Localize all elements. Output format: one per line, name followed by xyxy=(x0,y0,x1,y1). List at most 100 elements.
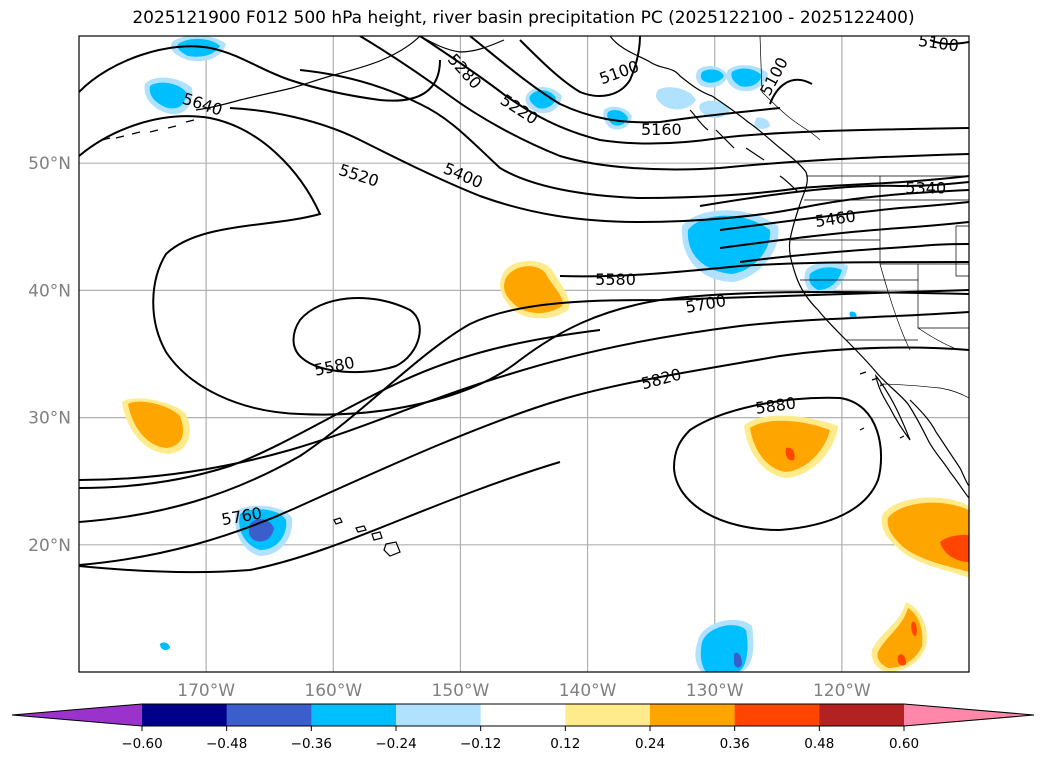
lat-tick-label: 50°N xyxy=(28,154,71,174)
colorbar-tick-label: −0.60 xyxy=(121,736,162,752)
precip-patch xyxy=(897,654,906,666)
colorbar-extend-high xyxy=(904,704,1034,726)
contour-label: 5100 xyxy=(917,31,960,55)
state-border xyxy=(955,225,969,277)
mexico-interior-coast xyxy=(909,399,969,487)
contour-5100-east xyxy=(769,78,813,105)
contour-5160 xyxy=(469,36,781,124)
precipitation-shading xyxy=(122,36,969,672)
contour-label: 5160 xyxy=(641,120,682,139)
lon-tick-label: 150°W xyxy=(432,681,490,701)
lat-tick-label: 40°N xyxy=(28,281,71,301)
colorbar-tick-label: −0.48 xyxy=(206,736,247,752)
graticule xyxy=(79,36,969,672)
colorbar-bin xyxy=(226,704,312,726)
precip-patch xyxy=(785,447,795,461)
aleutian-islands xyxy=(101,119,195,141)
precip-patch xyxy=(656,87,696,110)
contour-5580-main xyxy=(559,261,969,278)
contour-5760 xyxy=(79,311,969,481)
precip-patch xyxy=(529,90,556,109)
precip-patch xyxy=(734,652,742,668)
precip-patch xyxy=(809,267,842,290)
lat-tick-label: 30°N xyxy=(28,409,71,429)
colorbar-bin xyxy=(734,704,820,726)
contour-5700 xyxy=(79,289,969,523)
alaska-canada-border xyxy=(759,36,821,141)
alaska-south-coast xyxy=(419,36,505,53)
precip-patch xyxy=(849,311,857,319)
map-background xyxy=(79,36,969,672)
precip-patch xyxy=(911,621,917,636)
hawaii-islands xyxy=(333,517,401,557)
latitude-labels: 50°N 40°N 30°N 20°N xyxy=(28,154,71,556)
lon-tick-label: 160°W xyxy=(304,681,362,701)
colorbar-bin xyxy=(142,704,228,726)
contour-mid-2 xyxy=(739,243,969,263)
contour-south xyxy=(79,461,561,574)
contour-5220 xyxy=(419,36,969,145)
precip-patch xyxy=(160,642,170,651)
state-border xyxy=(790,176,969,351)
precip-patch xyxy=(750,420,830,472)
colorbar-bin xyxy=(311,704,397,726)
contour-5340 xyxy=(699,181,969,207)
colorbar-tick-label: 0.36 xyxy=(720,736,750,752)
contour-5460 xyxy=(719,201,969,231)
colorbar xyxy=(11,703,1035,727)
lon-tick-label: 130°W xyxy=(686,681,744,701)
mexico-islands xyxy=(859,427,905,439)
contour-5100-ne xyxy=(929,39,969,45)
precip-patch xyxy=(128,401,184,448)
precip-patch xyxy=(700,69,724,83)
contour-5880 xyxy=(672,396,883,532)
colorbar-extend-low xyxy=(12,704,142,726)
precip-patch xyxy=(687,215,771,274)
contour-5580-closed xyxy=(292,296,421,374)
political-borders xyxy=(759,36,969,399)
precip-patch xyxy=(731,68,762,87)
precip-patch xyxy=(504,266,563,314)
lon-tick-label: 140°W xyxy=(559,681,617,701)
contour-5820 xyxy=(79,346,969,566)
colorbar-tick-labels: −0.60 −0.48 −0.36 −0.24 −0.12 0.12 0.24 0.36 0.4… xyxy=(121,726,919,752)
lon-tick-label: 120°W xyxy=(813,681,871,701)
contour-label: 5580 xyxy=(595,270,636,289)
colorbar-bin xyxy=(396,704,482,726)
colorbar-tick-label: −0.36 xyxy=(291,736,332,752)
contour-label: 5340 xyxy=(905,179,946,198)
precip-patch xyxy=(754,117,770,129)
baja-peninsula xyxy=(875,373,911,441)
precip-patch xyxy=(149,82,186,109)
height-contours xyxy=(79,36,969,574)
contour-5400 xyxy=(299,69,969,200)
lon-tick-label: 170°W xyxy=(177,681,235,701)
colorbar-bin xyxy=(650,704,736,726)
colorbar-tick-label: 0.24 xyxy=(635,736,665,752)
contour-mid-1 xyxy=(719,221,969,249)
precip-patch xyxy=(877,608,923,668)
colorbar-tick-label: −0.12 xyxy=(460,736,501,752)
precip-patch xyxy=(177,38,220,57)
lat-tick-label: 20°N xyxy=(28,536,71,556)
colorbar-tick-label: 0.12 xyxy=(550,736,580,752)
alaska-coast xyxy=(195,36,421,111)
colorbar-bin xyxy=(819,704,905,726)
bc-islands xyxy=(689,109,799,193)
precip-patch xyxy=(940,534,969,562)
longitude-labels: 170°W 160°W 150°W 140°W 130°W 120°W xyxy=(177,681,871,701)
contour-5640 xyxy=(79,45,441,102)
colorbar-tick-label: −0.24 xyxy=(375,736,416,752)
contour-5100-ring xyxy=(519,36,641,97)
colorbar-bin xyxy=(480,704,566,726)
map-title: 2025121900 F012 500 hPa height, river ba… xyxy=(132,8,915,28)
colorbar-tick-label: 0.48 xyxy=(804,736,834,752)
contour-5520 xyxy=(229,107,969,224)
contour-5280 xyxy=(359,36,969,171)
us-mexico-border xyxy=(879,383,969,399)
colorbar-tick-label: 0.60 xyxy=(889,736,919,752)
map-frame xyxy=(78,35,970,673)
colorbar-bin xyxy=(565,704,651,726)
contour-5700-inner xyxy=(79,329,601,489)
